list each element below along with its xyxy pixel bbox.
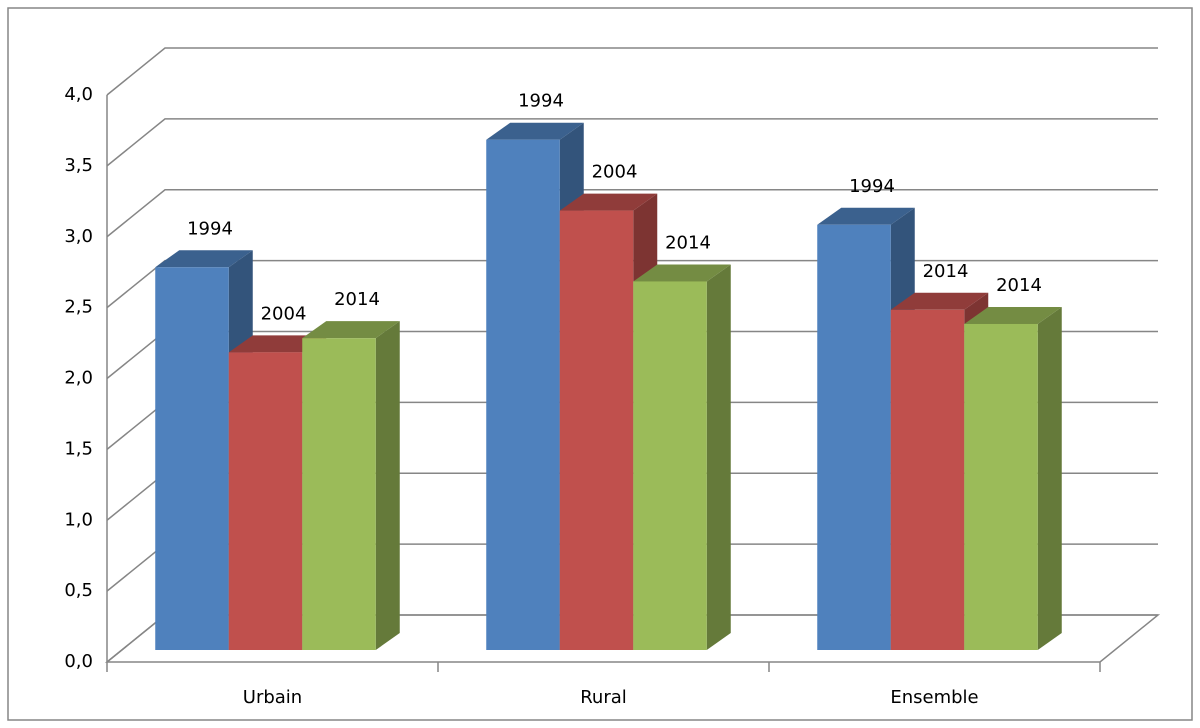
bar <box>559 210 634 650</box>
y-tick-label: 0,5 <box>64 580 93 601</box>
x-tick-label: Urbain <box>243 687 302 708</box>
data-label: 2004 <box>261 303 307 324</box>
bar-top <box>228 335 327 353</box>
bar-side <box>706 264 731 650</box>
data-label: 1994 <box>187 218 233 239</box>
data-label: 2014 <box>665 232 711 253</box>
bar-top <box>486 122 584 140</box>
bar-side <box>375 321 400 650</box>
bar-top <box>155 250 253 268</box>
y-tick-label: 2,0 <box>64 368 93 389</box>
data-label: 2014 <box>334 289 380 310</box>
bar-top <box>964 306 1062 324</box>
y-tick-label: 2,5 <box>64 297 93 318</box>
y-tick-label: 1,0 <box>64 509 93 530</box>
data-label: 2014 <box>996 275 1042 296</box>
bar-top <box>817 207 915 225</box>
y-tick-label: 3,5 <box>64 155 93 176</box>
bar <box>228 352 303 650</box>
bar <box>155 267 229 650</box>
bar <box>633 281 707 650</box>
bar-top <box>559 193 658 211</box>
x-tick-label: Ensemble <box>890 687 978 708</box>
x-tick-label: Rural <box>580 687 627 708</box>
bar-side <box>1037 306 1062 650</box>
bar <box>964 323 1038 650</box>
bar-top <box>633 264 731 282</box>
bar <box>486 139 560 650</box>
y-tick-label: 0,0 <box>64 651 93 672</box>
bar <box>302 338 376 650</box>
data-label: 1994 <box>518 91 564 112</box>
data-label: 2004 <box>592 162 638 183</box>
grid-line <box>106 47 1158 96</box>
bar <box>890 309 965 650</box>
y-tick-label: 1,5 <box>64 438 93 459</box>
data-label: 1994 <box>849 176 895 197</box>
y-tick-label: 3,0 <box>64 226 93 247</box>
data-label: 2014 <box>923 261 969 282</box>
bar-top <box>890 292 989 310</box>
grid-line <box>106 189 1158 238</box>
bar-top <box>302 321 400 339</box>
grid-line <box>106 118 1158 167</box>
bar <box>817 224 891 650</box>
y-tick-label: 4,0 <box>64 84 93 105</box>
